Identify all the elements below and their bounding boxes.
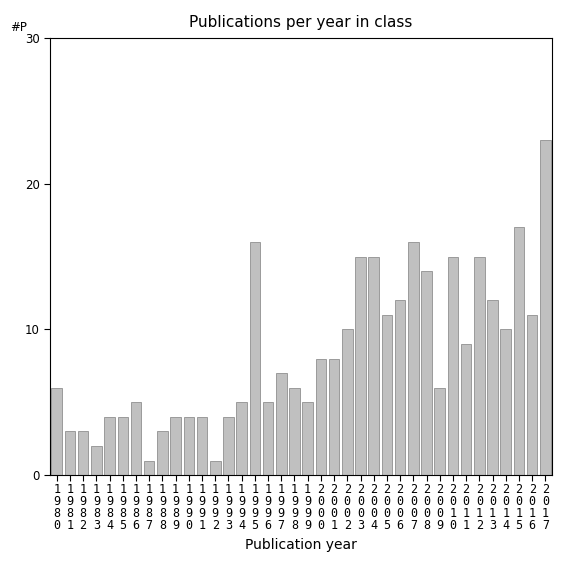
Bar [342,329,353,475]
Bar [104,417,115,475]
Bar [289,388,300,475]
Bar [355,257,366,475]
Bar [157,431,168,475]
Bar [487,301,498,475]
Bar [316,358,326,475]
Title: Publications per year in class: Publications per year in class [189,15,413,30]
Bar [395,301,405,475]
Text: #P: #P [10,21,27,34]
Bar [434,388,445,475]
Bar [421,271,432,475]
Bar [65,431,75,475]
X-axis label: Publication year: Publication year [245,538,357,552]
Bar [276,373,286,475]
Bar [540,140,551,475]
Bar [382,315,392,475]
Bar [461,344,471,475]
Bar [329,358,340,475]
Bar [514,227,524,475]
Bar [527,315,538,475]
Bar [210,460,221,475]
Bar [52,388,62,475]
Bar [91,446,101,475]
Bar [302,402,313,475]
Bar [408,242,418,475]
Bar [501,329,511,475]
Bar [474,257,485,475]
Bar [223,417,234,475]
Bar [236,402,247,475]
Bar [78,431,88,475]
Bar [249,242,260,475]
Bar [170,417,181,475]
Bar [369,257,379,475]
Bar [144,460,154,475]
Bar [197,417,208,475]
Bar [448,257,458,475]
Bar [131,402,141,475]
Bar [184,417,194,475]
Bar [263,402,273,475]
Bar [117,417,128,475]
